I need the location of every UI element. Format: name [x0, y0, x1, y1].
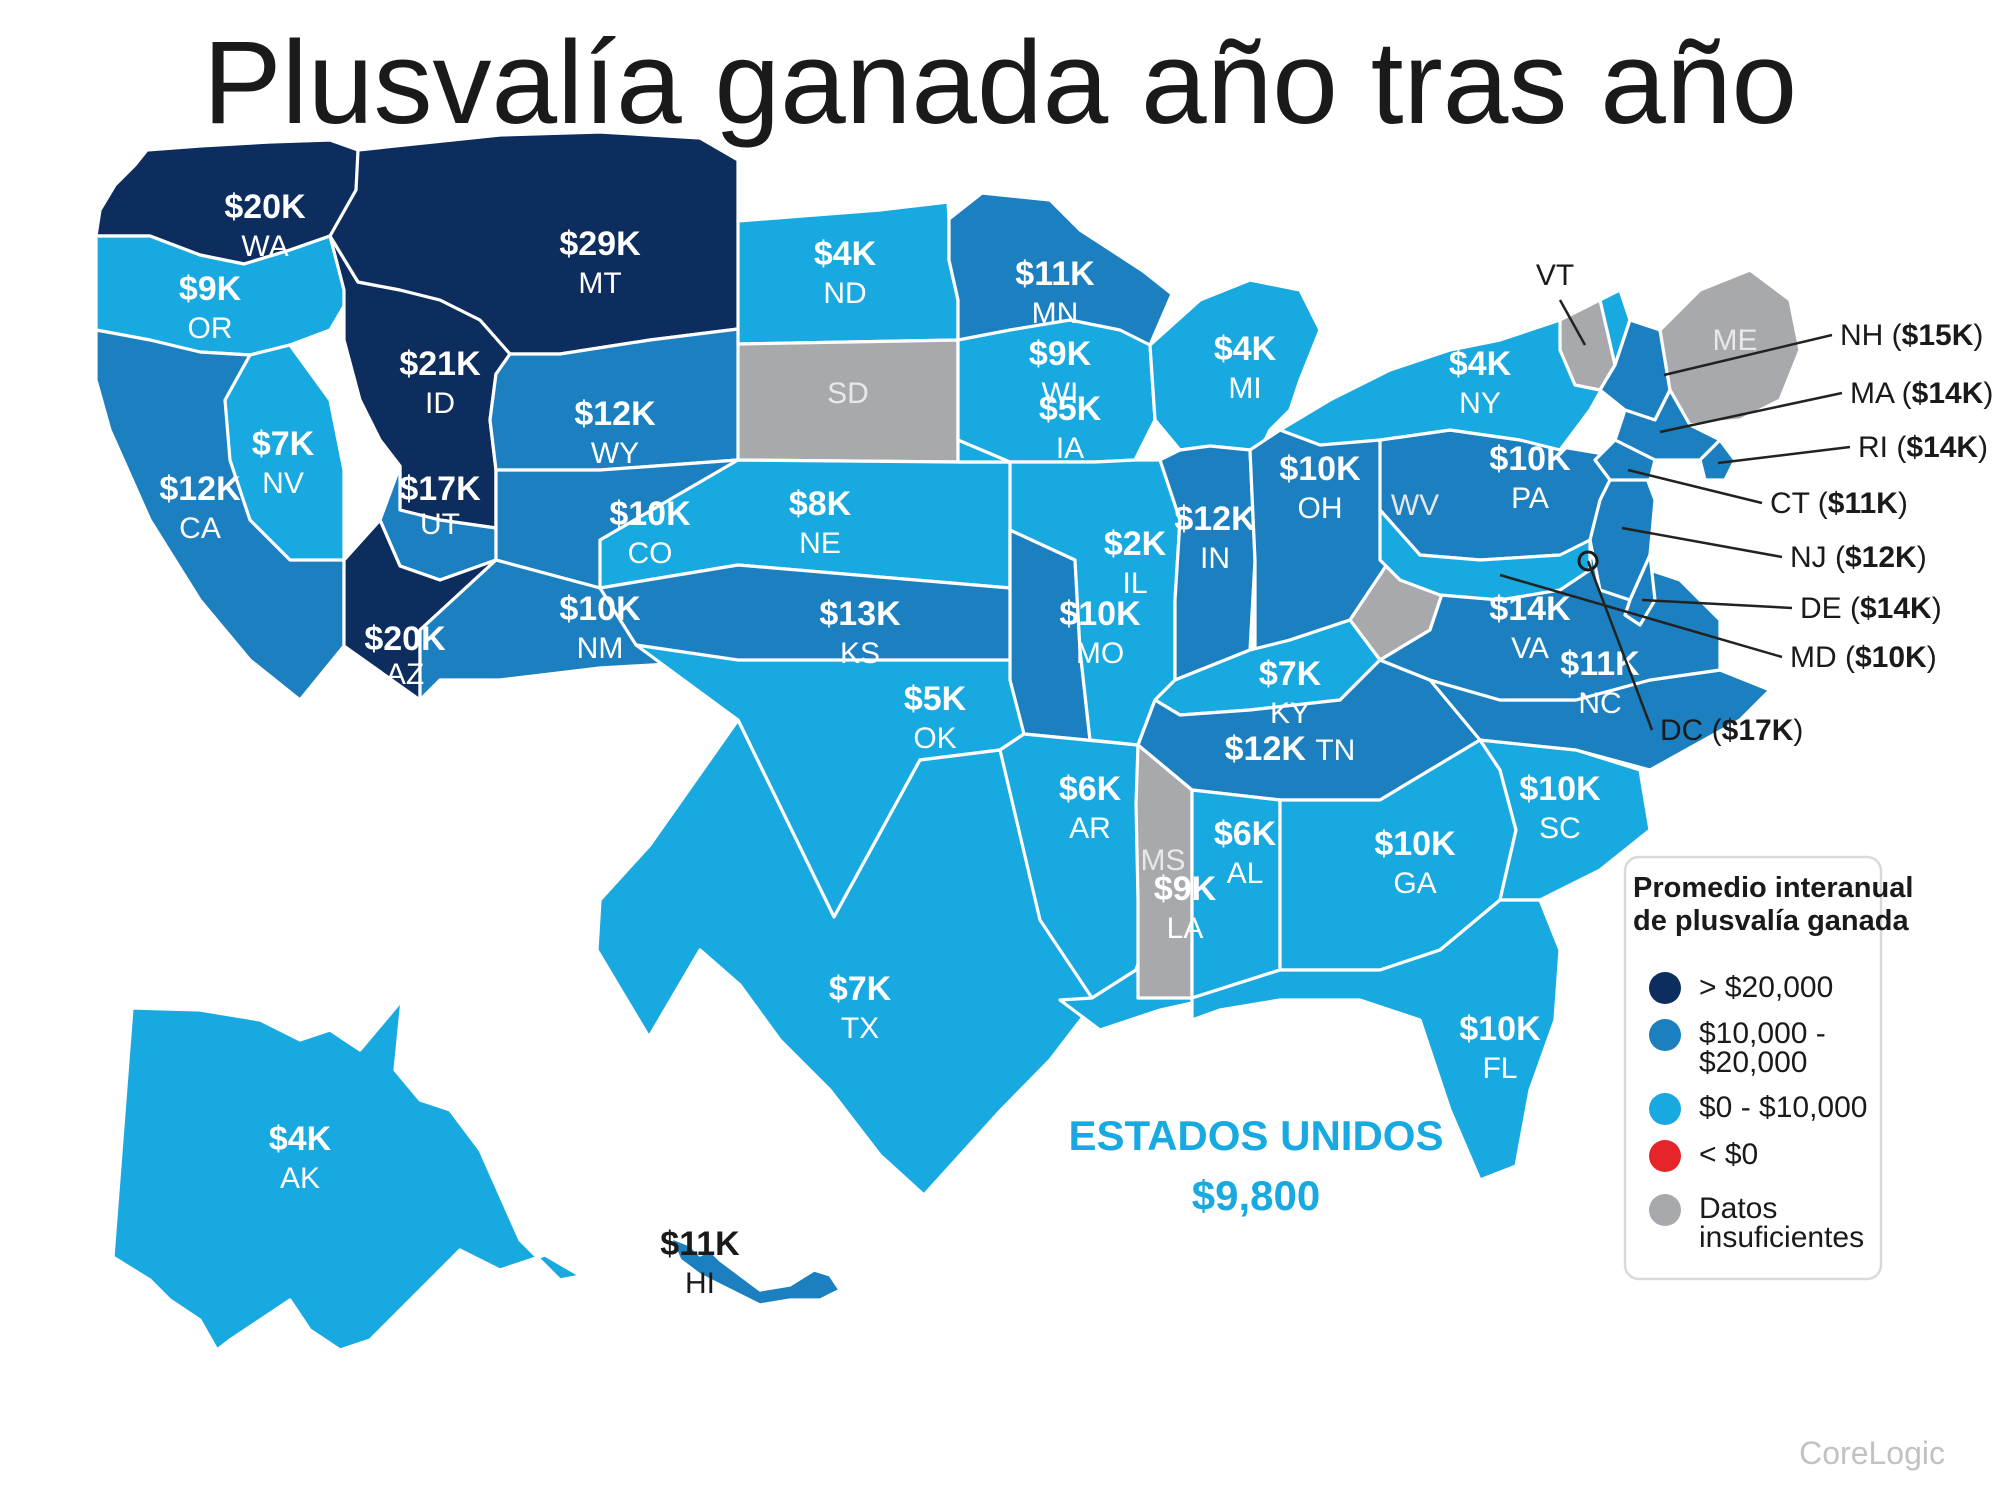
svg-text:DC ($17K): DC ($17K)	[1660, 714, 1803, 747]
svg-text:PA: PA	[1511, 482, 1549, 515]
svg-text:ESTADOS UNIDOS: ESTADOS UNIDOS	[1069, 1112, 1444, 1159]
svg-text:VT: VT	[1536, 259, 1574, 292]
svg-text:SC: SC	[1539, 812, 1581, 845]
svg-text:MA ($14K): MA ($14K)	[1850, 377, 1993, 410]
svg-text:MI: MI	[1228, 372, 1261, 405]
svg-text:NV: NV	[262, 467, 304, 500]
svg-text:$10K: $10K	[1489, 440, 1571, 478]
svg-text:UT: UT	[420, 508, 460, 541]
svg-text:WI: WI	[1042, 377, 1079, 410]
svg-text:$9,800: $9,800	[1192, 1172, 1320, 1219]
svg-text:NE: NE	[799, 527, 841, 560]
svg-text:CO: CO	[628, 537, 673, 570]
svg-text:CA: CA	[179, 512, 221, 545]
svg-text:AZ: AZ	[386, 658, 424, 691]
svg-text:$12K: $12K	[159, 470, 241, 508]
svg-text:ID: ID	[425, 387, 455, 420]
svg-text:HI: HI	[685, 1267, 715, 1300]
svg-text:VA: VA	[1511, 632, 1549, 665]
svg-text:$11K: $11K	[1015, 255, 1095, 293]
svg-text:MT: MT	[578, 267, 621, 300]
svg-text:$6K: $6K	[1214, 815, 1277, 853]
svg-text:$9K: $9K	[179, 270, 242, 308]
svg-text:$10K: $10K	[1279, 450, 1361, 488]
svg-text:$29K: $29K	[559, 225, 641, 263]
svg-text:DE ($14K): DE ($14K)	[1800, 592, 1942, 625]
svg-text:MS: MS	[1141, 844, 1186, 877]
svg-text:< $0: < $0	[1699, 1138, 1758, 1171]
svg-text:$10K: $10K	[1519, 770, 1601, 808]
svg-text:TX: TX	[841, 1012, 879, 1045]
svg-text:WV: WV	[1391, 489, 1439, 522]
svg-text:$6K: $6K	[1059, 770, 1122, 808]
svg-text:WY: WY	[591, 437, 639, 470]
svg-text:$4K: $4K	[1449, 345, 1512, 383]
svg-text:$2K: $2K	[1104, 525, 1167, 563]
svg-text:Promedio interanual: Promedio interanual	[1633, 872, 1913, 904]
svg-text:de plusvalía ganada: de plusvalía ganada	[1633, 905, 1909, 937]
svg-text:ME: ME	[1713, 324, 1758, 357]
svg-text:LA: LA	[1167, 912, 1204, 945]
svg-text:$10K: $10K	[1459, 1010, 1541, 1048]
svg-text:$20,000: $20,000	[1699, 1046, 1807, 1079]
svg-text:$4K: $4K	[269, 1120, 332, 1158]
svg-text:$5K: $5K	[904, 680, 967, 718]
svg-text:IA: IA	[1056, 432, 1084, 465]
svg-text:$17K: $17K	[399, 470, 481, 508]
svg-text:NC: NC	[1578, 687, 1621, 720]
svg-text:$10K: $10K	[1059, 595, 1141, 633]
svg-text:$10K: $10K	[1374, 825, 1456, 863]
svg-text:$4K: $4K	[814, 235, 877, 273]
svg-text:IN: IN	[1200, 542, 1230, 575]
svg-text:$14K: $14K	[1489, 590, 1571, 628]
svg-text:insuficientes: insuficientes	[1699, 1221, 1864, 1254]
svg-text:$12K: $12K	[1174, 500, 1256, 538]
svg-text:KS: KS	[840, 637, 880, 670]
svg-text:OR: OR	[188, 312, 233, 345]
svg-text:$0 - $10,000: $0 - $10,000	[1699, 1091, 1867, 1124]
svg-text:GA: GA	[1393, 867, 1436, 900]
svg-text:$10K: $10K	[559, 590, 641, 628]
svg-text:AK: AK	[280, 1162, 320, 1195]
svg-text:NH ($15K): NH ($15K)	[1840, 319, 1983, 352]
svg-text:NY: NY	[1459, 387, 1501, 420]
svg-text:$12K TN: $12K TN	[1225, 730, 1356, 768]
svg-text:> $20,000: > $20,000	[1699, 971, 1833, 1004]
svg-text:$12K: $12K	[574, 395, 656, 433]
svg-text:WA: WA	[241, 230, 288, 263]
svg-text:MO: MO	[1076, 637, 1124, 670]
svg-text:SD: SD	[827, 377, 869, 410]
svg-text:$9K: $9K	[1029, 335, 1092, 373]
svg-text:$8K: $8K	[789, 485, 852, 523]
svg-text:$4K: $4K	[1214, 330, 1277, 368]
svg-text:$21K: $21K	[399, 345, 481, 383]
svg-text:ND: ND	[823, 277, 866, 310]
svg-text:CT ($11K): CT ($11K)	[1770, 487, 1908, 520]
svg-text:$7K: $7K	[829, 970, 892, 1008]
svg-text:$11K: $11K	[660, 1225, 740, 1263]
svg-text:MN: MN	[1032, 297, 1079, 330]
svg-text:$20K: $20K	[364, 620, 446, 658]
svg-text:RI ($14K): RI ($14K)	[1858, 431, 1988, 464]
svg-text:$7K: $7K	[1259, 655, 1322, 693]
svg-text:FL: FL	[1482, 1052, 1517, 1085]
svg-text:OH: OH	[1298, 492, 1343, 525]
svg-text:NJ ($12K): NJ ($12K)	[1790, 541, 1927, 574]
svg-text:$7K: $7K	[252, 425, 315, 463]
svg-text:$13K: $13K	[819, 595, 901, 633]
svg-text:KY: KY	[1270, 697, 1310, 730]
svg-text:NM: NM	[577, 632, 624, 665]
svg-text:OK: OK	[913, 722, 956, 755]
svg-text:MD ($10K): MD ($10K)	[1790, 641, 1937, 674]
svg-text:AL: AL	[1227, 857, 1264, 890]
svg-text:$20K: $20K	[224, 188, 306, 226]
svg-text:$10K: $10K	[609, 495, 691, 533]
svg-text:AR: AR	[1069, 812, 1111, 845]
svg-text:IL: IL	[1122, 567, 1147, 600]
